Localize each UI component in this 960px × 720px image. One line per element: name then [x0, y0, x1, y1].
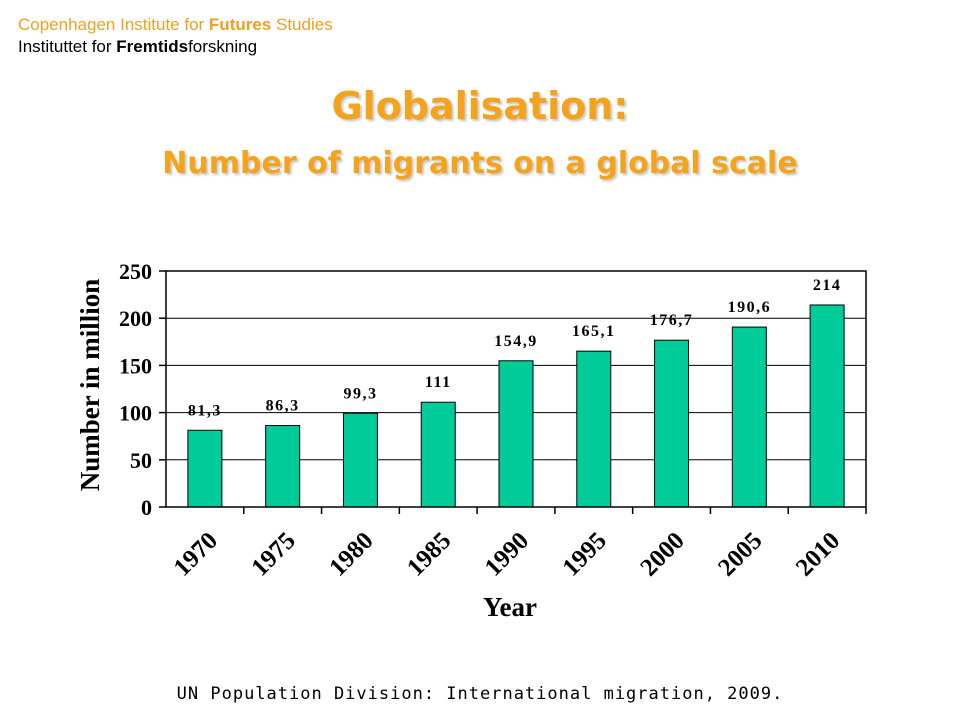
institute-name-en: Copenhagen Institute for Futures Studies — [18, 15, 333, 34]
bar — [809, 304, 845, 508]
x-tick-label: 2010 — [791, 527, 845, 581]
bar — [498, 360, 534, 508]
bar — [731, 326, 767, 508]
data-label: 165,1 — [572, 323, 616, 340]
bar — [420, 401, 456, 508]
bar — [576, 350, 612, 508]
y-tick-label: 0 — [141, 495, 152, 520]
data-label: 86,3 — [266, 398, 300, 415]
y-tick-label: 200 — [119, 306, 152, 331]
institute-header: Copenhagen Institute for Futures Studies… — [18, 14, 333, 58]
y-axis-title: Number in million — [75, 279, 105, 492]
x-tick-label: 1990 — [480, 527, 534, 581]
data-label: 111 — [425, 374, 452, 391]
x-tick-label: 1980 — [324, 527, 378, 581]
x-tick-label: 2005 — [713, 527, 767, 581]
y-tick-label: 50 — [130, 448, 152, 473]
bar — [265, 425, 301, 508]
x-tick-label: 1985 — [402, 527, 456, 581]
data-label: 81,3 — [188, 402, 222, 419]
source-citation: UN Population Division: International mi… — [176, 684, 784, 704]
data-label: 176,7 — [650, 312, 694, 329]
y-tick-label: 250 — [119, 259, 152, 284]
x-tick-label: 1970 — [169, 527, 223, 581]
x-axis-title: Year — [483, 592, 537, 622]
data-label: 99,3 — [343, 385, 377, 402]
plot-area-border — [165, 270, 867, 508]
x-tick-label: 2000 — [635, 527, 689, 581]
x-tick-label: 1975 — [246, 527, 300, 581]
bar — [187, 429, 223, 508]
x-tick-label: 1995 — [558, 527, 612, 581]
data-label: 154,9 — [494, 333, 538, 350]
bar — [342, 412, 378, 508]
slide-title: Globalisation: — [331, 84, 629, 128]
data-label: 214 — [813, 277, 842, 294]
y-tick-label: 100 — [119, 401, 152, 426]
slide-subtitle: Number of migrants on a global scale — [162, 146, 798, 181]
institute-name-da: Instituttet for Fremtidsforskning — [18, 37, 258, 56]
y-tick-label: 150 — [119, 353, 152, 378]
data-label: 190,6 — [728, 299, 772, 316]
bar — [654, 339, 690, 508]
